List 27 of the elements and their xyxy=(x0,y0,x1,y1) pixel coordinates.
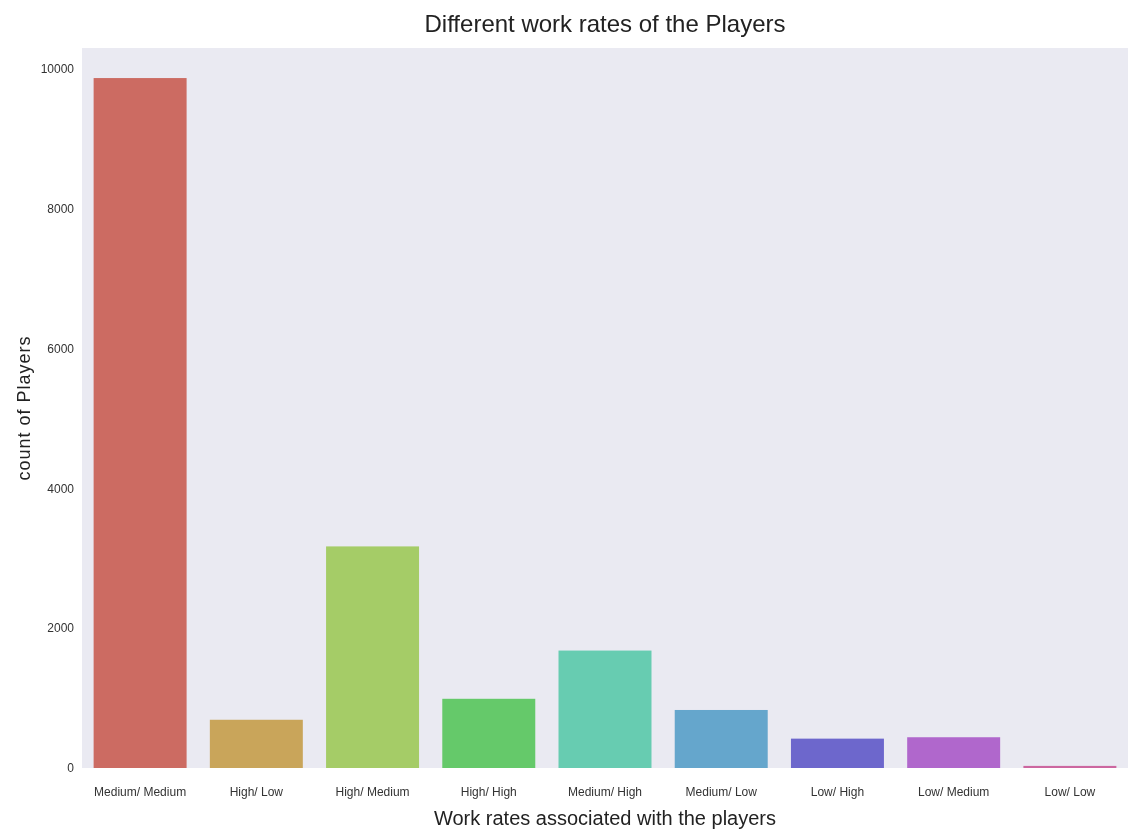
bar xyxy=(790,738,884,768)
bar xyxy=(209,719,303,768)
bar xyxy=(93,78,187,768)
y-tick-label: 8000 xyxy=(47,201,75,216)
x-tick-label: Medium/ Medium xyxy=(94,785,187,799)
chart-title: Different work rates of the Players xyxy=(424,10,786,37)
bar xyxy=(442,698,536,768)
x-tick-label: Medium/ High xyxy=(567,785,643,799)
y-axis-title: count of Players xyxy=(14,335,34,481)
x-tick-label: Low/ Medium xyxy=(917,785,990,799)
x-tick-label: Low/ Low xyxy=(1044,785,1096,799)
bar xyxy=(1023,765,1117,768)
y-tick-label: 0 xyxy=(67,761,75,776)
y-tick-label: 6000 xyxy=(47,341,75,356)
bar xyxy=(326,546,420,768)
x-tick-label: Low/ High xyxy=(810,785,865,799)
bar xyxy=(558,650,652,768)
x-tick-label: Medium/ Low xyxy=(685,785,758,799)
x-tick-label: High/ High xyxy=(460,785,517,799)
bar xyxy=(907,737,1001,768)
y-tick-label: 10000 xyxy=(40,62,75,77)
y-tick-label: 4000 xyxy=(47,481,75,496)
x-tick-label: High/ Medium xyxy=(335,785,410,799)
x-tick-label: High/ Low xyxy=(229,785,284,799)
x-axis-title: Work rates associated with the players xyxy=(433,807,777,829)
y-tick-label: 2000 xyxy=(47,621,75,636)
bar xyxy=(674,709,768,768)
